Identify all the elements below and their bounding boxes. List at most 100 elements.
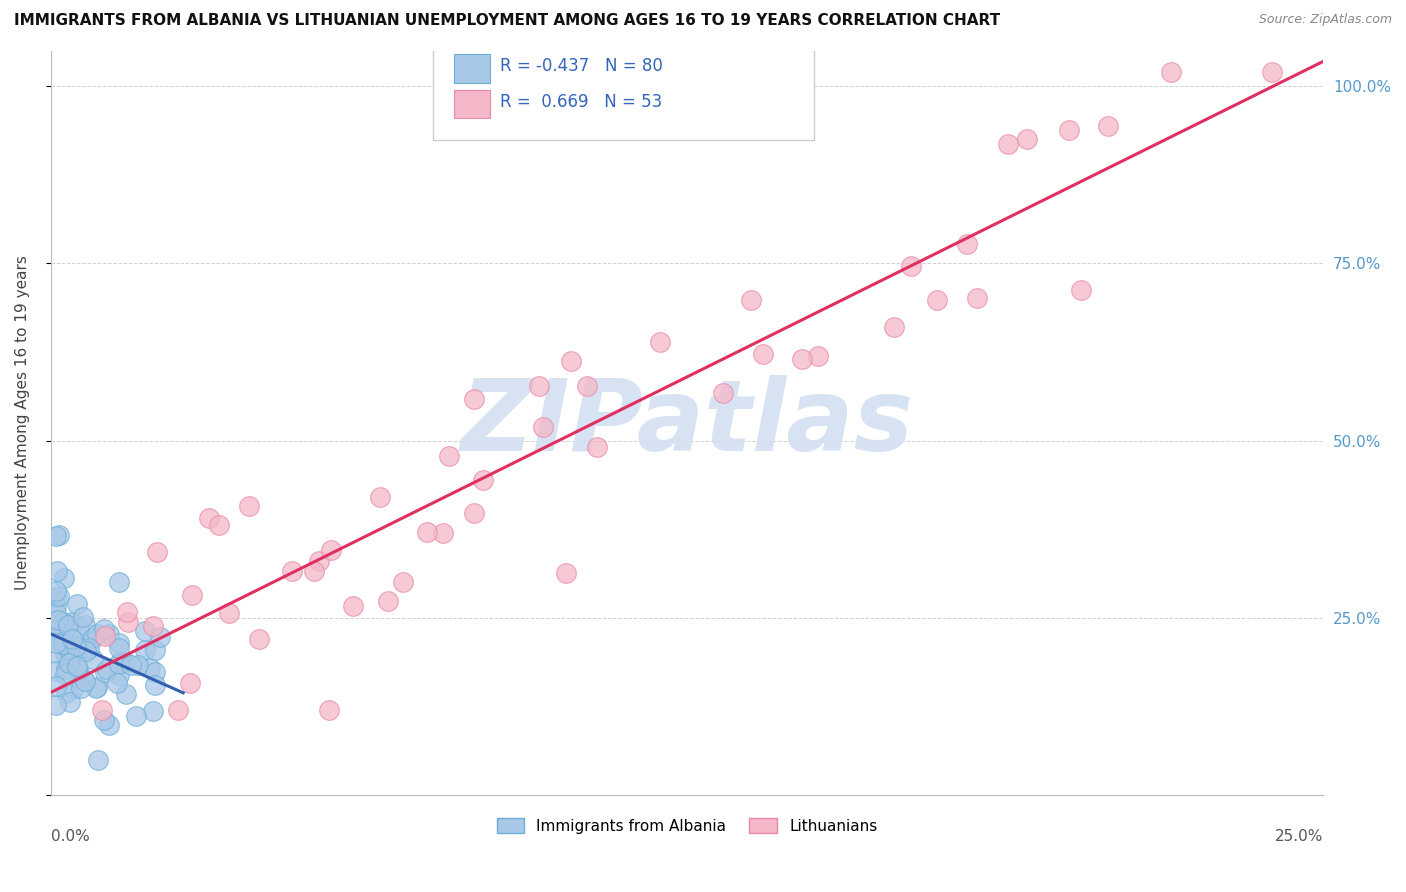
Point [392, 575, 415, 590]
Point [927, 293, 949, 308]
Point [66, 597, 89, 611]
Point [807, 349, 830, 363]
Point [883, 320, 905, 334]
Point [1261, 65, 1284, 79]
Point [55, 662, 77, 676]
Point [45, 665, 67, 679]
Point [48, 589, 70, 603]
Text: IMMIGRANTS FROM ALBANIA VS LITHUANIAN UNEMPLOYMENT AMONG AGES 16 TO 19 YEARS COR: IMMIGRANTS FROM ALBANIA VS LITHUANIAN UN… [14, 13, 1000, 29]
Point [58, 657, 80, 671]
Point [72, 610, 94, 624]
Point [94, 665, 117, 680]
Point [93, 713, 115, 727]
Point [45, 679, 67, 693]
Text: Source: ZipAtlas.com: Source: ZipAtlas.com [1258, 13, 1392, 27]
Point [377, 594, 399, 608]
Point [45, 636, 67, 650]
Point [1160, 65, 1182, 79]
Point [86, 681, 108, 695]
Point [45, 591, 67, 605]
Point [65, 640, 87, 655]
Point [966, 291, 988, 305]
Point [94, 629, 117, 643]
Legend: Immigrants from Albania, Lithuanians: Immigrants from Albania, Lithuanians [491, 812, 883, 840]
Point [134, 643, 156, 657]
Point [55, 686, 77, 700]
Point [62, 615, 84, 630]
Text: 0.0%: 0.0% [51, 829, 90, 844]
Point [52, 634, 75, 648]
Point [198, 511, 221, 525]
Point [45, 564, 67, 578]
Point [45, 584, 67, 599]
Point [127, 658, 149, 673]
Point [66, 658, 89, 673]
Point [108, 657, 131, 672]
Point [319, 542, 342, 557]
Point [318, 703, 340, 717]
Point [84, 681, 107, 695]
Text: ZIPatlas: ZIPatlas [461, 375, 914, 472]
Point [48, 528, 70, 542]
Point [52, 571, 75, 585]
FancyBboxPatch shape [454, 90, 489, 119]
Point [73, 617, 96, 632]
Point [82, 631, 104, 645]
Point [560, 354, 582, 368]
Point [69, 681, 91, 696]
Point [53, 666, 76, 681]
Point [108, 655, 131, 669]
Point [45, 624, 67, 638]
Point [463, 506, 485, 520]
Point [752, 347, 775, 361]
Point [45, 698, 67, 713]
Point [62, 681, 84, 696]
Point [575, 379, 598, 393]
Y-axis label: Unemployment Among Ages 16 to 19 years: Unemployment Among Ages 16 to 19 years [15, 256, 30, 591]
Point [956, 236, 979, 251]
Point [63, 644, 86, 658]
Point [437, 449, 460, 463]
Point [648, 334, 671, 349]
Point [740, 293, 762, 307]
Point [142, 619, 165, 633]
Point [138, 661, 160, 675]
Point [149, 630, 172, 644]
Text: 25.0%: 25.0% [1275, 829, 1323, 844]
Point [115, 687, 138, 701]
Point [107, 668, 129, 682]
Point [1097, 119, 1119, 133]
FancyBboxPatch shape [454, 54, 489, 83]
FancyBboxPatch shape [433, 39, 814, 140]
Point [108, 574, 131, 589]
Point [463, 392, 485, 406]
Point [308, 554, 330, 568]
Text: R =  0.669   N = 53: R = 0.669 N = 53 [501, 93, 662, 112]
Point [46, 614, 69, 628]
Point [218, 607, 240, 621]
Point [790, 352, 813, 367]
Point [45, 529, 67, 543]
Point [76, 639, 98, 653]
Point [45, 599, 67, 614]
Point [997, 136, 1019, 151]
Point [432, 526, 454, 541]
Point [105, 675, 128, 690]
Point [531, 420, 554, 434]
Point [56, 617, 79, 632]
Point [1070, 283, 1092, 297]
Point [67, 621, 90, 635]
Point [247, 632, 270, 647]
Point [142, 704, 165, 718]
Point [302, 564, 325, 578]
Point [146, 545, 169, 559]
Point [120, 658, 142, 673]
Point [65, 640, 87, 654]
Point [179, 676, 201, 690]
Point [114, 655, 136, 669]
Point [143, 678, 166, 692]
Point [134, 624, 156, 638]
Point [1015, 131, 1038, 145]
Point [108, 641, 131, 656]
Point [77, 640, 100, 655]
